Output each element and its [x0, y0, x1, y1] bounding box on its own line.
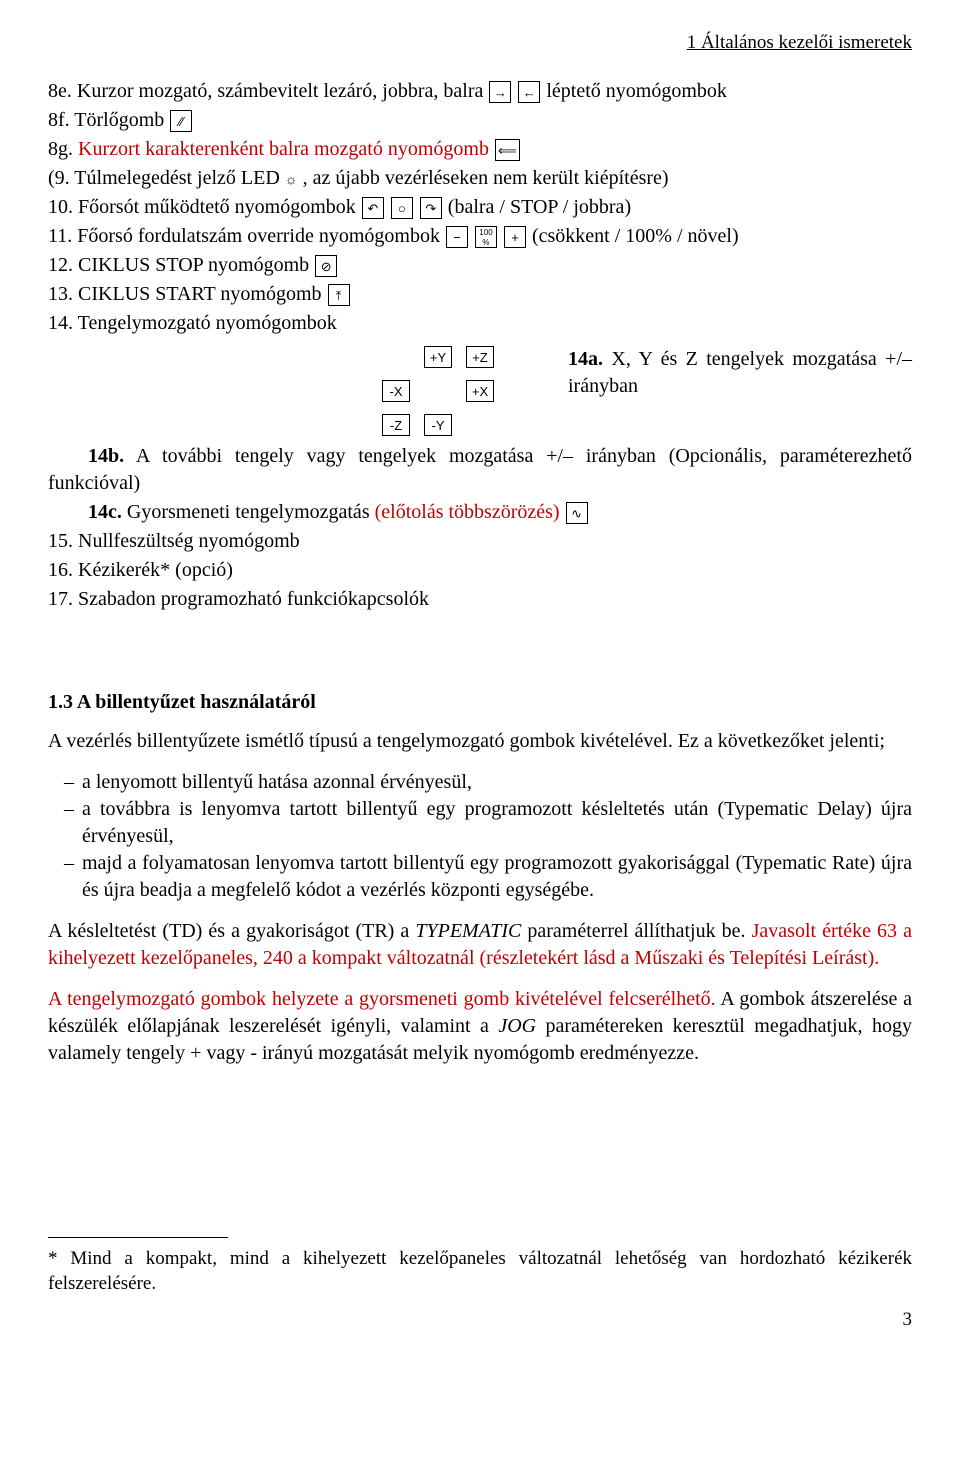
text: 14c. [88, 501, 122, 523]
delete-key-icon: ⁄⁄ [170, 110, 192, 132]
paragraph: A vezérlés billentyűzete ismétlő típusú … [48, 728, 912, 755]
list-item: 17. Szabadon programozható funkciókapcso… [48, 586, 912, 613]
list-item: 10. Főorsót működtető nyomógombok ↶ ○ ↷ … [48, 194, 912, 221]
plus-key-icon: + [504, 226, 526, 248]
text: 8e. Kurzor mozgató, számbevitelt lezáró,… [48, 80, 488, 102]
text: , az újabb vezérléseken nem került kiépí… [303, 167, 669, 189]
bullet-item: – majd a folyamatosan lenyomva tartott b… [64, 850, 912, 904]
list-item: 14c. Gyorsmeneti tengelymozgatás (előtol… [48, 499, 912, 526]
list-item: 8f. Törlőgomb ⁄⁄ [48, 107, 912, 134]
dash-icon: – [64, 850, 82, 904]
text: (csökkent / 100% / növel) [532, 225, 739, 247]
axis-plus-x-icon: +X [466, 380, 494, 402]
text: X, Y és Z tengelyek mozgatása +/– irányb… [568, 348, 912, 397]
text: 10. Főorsót működtető nyomógombok [48, 196, 361, 218]
text: 8f. Törlőgomb [48, 109, 169, 131]
text-italic: TYPEMATIC [415, 920, 521, 942]
text: (9. Túlmelegedést jelző LED [48, 167, 285, 189]
text: 14. Tengelymozgató nyomógombok [48, 312, 337, 334]
minus-key-icon: − [446, 226, 468, 248]
text: a lenyomott billentyű hatása azonnal érv… [82, 769, 912, 796]
list-item: 13. CIKLUS START nyomógomb ⤒ [48, 281, 912, 308]
list-item: 8e. Kurzor mozgató, számbevitelt lezáró,… [48, 78, 912, 105]
footnote-separator [48, 1237, 228, 1238]
list-item: 14. Tengelymozgató nyomógombok [48, 310, 912, 337]
text: majd a folyamatosan lenyomva tartott bil… [82, 850, 912, 904]
spindle-right-icon: ↷ [420, 197, 442, 219]
list-item: (9. Túlmelegedést jelző LED ☼ , az újabb… [48, 165, 912, 192]
text: Gyorsmeneti tengelymozgatás [122, 501, 375, 523]
page-header: 1 Általános kezelői ismeretek [48, 30, 912, 56]
text: 11. Főorsó fordulatszám override nyomógo… [48, 225, 445, 247]
axis-minus-y-icon: -Y [424, 414, 452, 436]
text: (balra / STOP / jobbra) [448, 196, 631, 218]
list-item: 15. Nullfeszültség nyomógomb [48, 528, 912, 555]
led-icon: ☼ [285, 173, 298, 188]
footnote: * Mind a kompakt, mind a kihelyezett kez… [48, 1246, 912, 1297]
text: 13. CIKLUS START nyomógomb [48, 283, 327, 305]
text: 14a. [568, 348, 603, 370]
list-item: 11. Főorsó fordulatszám override nyomógo… [48, 223, 912, 250]
text-italic: JOG [498, 1015, 536, 1037]
text-highlight: (előtolás többszörözés) [375, 501, 565, 523]
list-item: 14b. A további tengely vagy tengelyek mo… [48, 443, 912, 497]
paragraph: A késleltetést (TD) és a gyakoriságot (T… [48, 918, 912, 972]
backspace-key-icon: ⟸ [495, 139, 520, 161]
text: 14b. [88, 445, 124, 467]
axis-keypad: +Y +Z 14a. X, Y és Z tengelyek mozgatása… [378, 341, 912, 439]
text: a továbbra is lenyomva tartott billentyű… [82, 796, 912, 850]
percent-key-icon: 100 % [475, 226, 497, 248]
text-highlight: A tengelymozgató gombok helyzete a gyors… [48, 988, 720, 1010]
spindle-stop-icon: ○ [391, 197, 413, 219]
bullet-item: – a lenyomott billentyű hatása azonnal é… [64, 769, 912, 796]
arrow-right-icon: → [489, 81, 511, 103]
text-highlight: Kurzort karakterenként balra mozgató nyo… [78, 138, 494, 160]
text: A további tengely vagy tengelyek mozgatá… [48, 445, 912, 494]
axis-plus-z-icon: +Z [466, 346, 494, 368]
text: 8g. [48, 138, 73, 160]
paragraph: A tengelymozgató gombok helyzete a gyors… [48, 986, 912, 1067]
text: léptető nyomógombok [546, 80, 727, 102]
text: A késleltetést (TD) és a gyakoriságot (T… [48, 920, 415, 942]
dash-icon: – [64, 796, 82, 850]
arrow-left-icon: ← [518, 81, 540, 103]
list-item: 16. Kézikerék* (opció) [48, 557, 912, 584]
page-number: 3 [48, 1307, 912, 1333]
list-item: 8g. Kurzort karakterenként balra mozgató… [48, 136, 912, 163]
cycle-stop-icon: ⊘ [315, 255, 337, 277]
bullet-item: – a továbbra is lenyomva tartott billent… [64, 796, 912, 850]
section-title: 1.3 A billentyűzet használatáról [48, 689, 912, 716]
axis-plus-y-icon: +Y [424, 346, 452, 368]
axis-minus-z-icon: -Z [382, 414, 410, 436]
text: 12. CIKLUS STOP nyomógomb [48, 254, 314, 276]
cycle-start-icon: ⤒ [328, 284, 350, 306]
spindle-left-icon: ↶ [362, 197, 384, 219]
list-item: 12. CIKLUS STOP nyomógomb ⊘ [48, 252, 912, 279]
axis-note: 14a. X, Y és Z tengelyek mozgatása +/– i… [550, 346, 912, 400]
rapid-key-icon: ∿ [566, 502, 588, 524]
text: paraméterrel állíthatjuk be. [521, 920, 751, 942]
dash-icon: – [64, 769, 82, 796]
axis-minus-x-icon: -X [382, 380, 410, 402]
